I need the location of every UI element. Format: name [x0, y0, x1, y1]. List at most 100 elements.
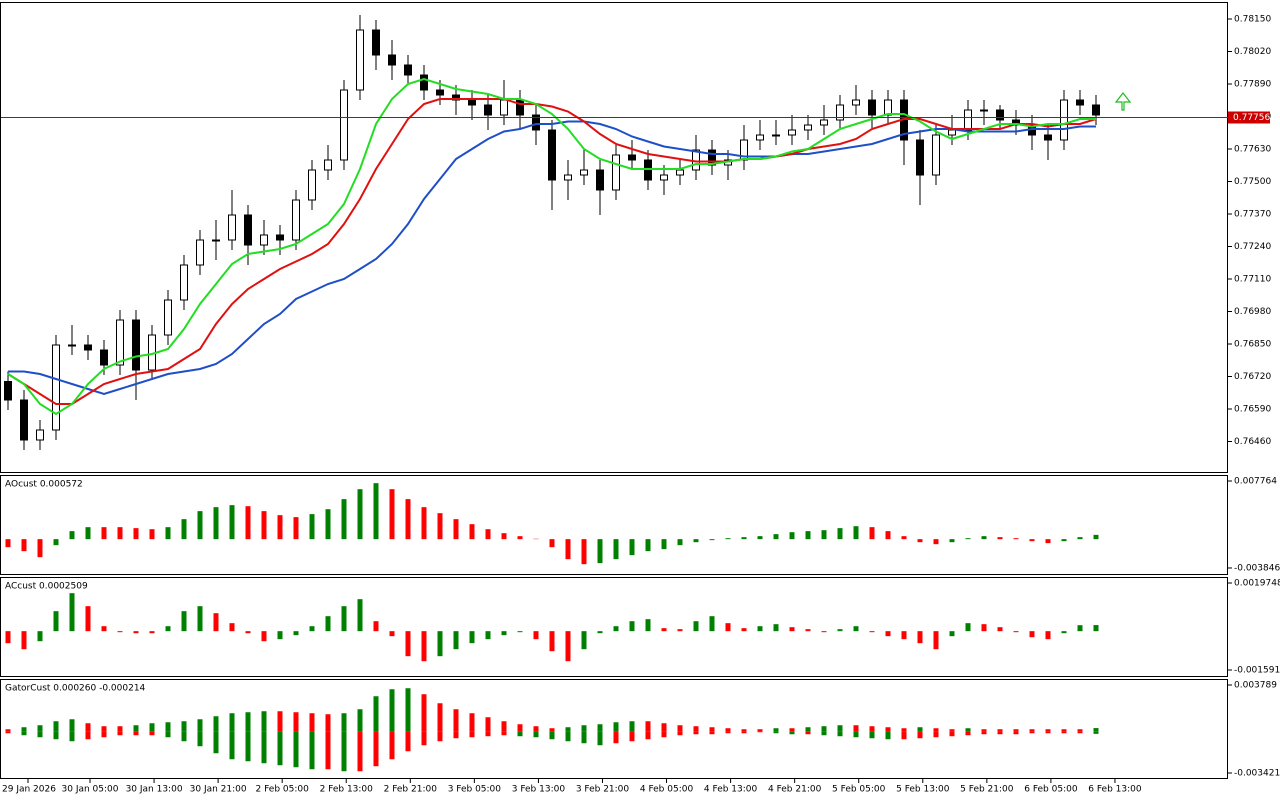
- candle-body: [52, 344, 60, 431]
- gator-bar: [197, 731, 203, 747]
- gator-bar: [277, 731, 283, 766]
- gator-bar: [357, 731, 363, 772]
- candle-body: [1044, 134, 1052, 141]
- histogram-bar: [661, 628, 667, 632]
- histogram-bar: [1061, 631, 1067, 634]
- gator-bar: [469, 731, 475, 738]
- histogram-bar: [389, 631, 395, 637]
- x-tick-label: 5 Feb 21:00: [960, 785, 1014, 795]
- gator-bar: [933, 731, 939, 738]
- gator-bar: [469, 713, 475, 732]
- candle-body: [1076, 99, 1084, 106]
- gator-bar: [245, 731, 251, 762]
- gator-bar: [309, 731, 315, 770]
- histogram-bar: [965, 623, 971, 632]
- histogram-bar: [501, 533, 507, 540]
- histogram-bar: [629, 539, 635, 556]
- histogram-bar: [245, 631, 251, 634]
- gator-bar: [869, 731, 875, 739]
- histogram-bar: [133, 631, 139, 634]
- gator-bar: [325, 714, 331, 732]
- histogram-bar: [885, 531, 891, 540]
- histogram-bar: [869, 631, 875, 633]
- y-tick-label: 0.77500: [1234, 177, 1271, 187]
- gator-bar: [437, 731, 443, 742]
- gator-bar: [21, 731, 27, 736]
- gator-bar: [517, 731, 523, 737]
- histogram-bar: [21, 539, 27, 552]
- candle-body: [196, 239, 204, 266]
- gator-bar: [581, 725, 587, 732]
- x-tick-label: 4 Feb 13:00: [704, 785, 758, 795]
- candle-body: [372, 29, 380, 56]
- gator-bar: [757, 731, 763, 733]
- histogram-bar: [421, 507, 427, 540]
- candle-body: [404, 64, 412, 76]
- ao-pane-frame: [0, 475, 1228, 575]
- main-pane-frame: [0, 2, 1228, 473]
- candle-body: [484, 104, 492, 116]
- gator-bar: [133, 725, 139, 732]
- gator-bar: [5, 731, 11, 734]
- histogram-bar: [341, 499, 347, 540]
- histogram-bar: [389, 489, 395, 540]
- histogram-bar: [1077, 625, 1083, 632]
- candle-body: [308, 169, 316, 201]
- histogram-bar: [341, 606, 347, 632]
- candle-body: [580, 169, 588, 176]
- gator-bar: [885, 731, 891, 740]
- gator-bar: [165, 731, 171, 738]
- histogram-bar: [117, 527, 123, 540]
- histogram-bar: [741, 537, 747, 540]
- histogram-bar: [5, 539, 11, 548]
- histogram-bar: [421, 631, 427, 662]
- candle-body: [756, 134, 764, 141]
- candle-body: [964, 109, 972, 131]
- x-tick-label: 3 Feb 05:00: [448, 785, 502, 795]
- candle-body: [692, 149, 700, 171]
- candle-body: [772, 134, 780, 137]
- y-tick-label: 0.77370: [1234, 210, 1271, 220]
- gator-bar: [773, 731, 779, 734]
- gator-bar: [789, 731, 795, 735]
- gator-bar: [405, 731, 411, 752]
- candle-body: [340, 89, 348, 161]
- x-tick-label: 4 Feb 05:00: [640, 785, 694, 795]
- histogram-bar: [197, 511, 203, 540]
- gator-bar: [117, 726, 123, 732]
- histogram-bar: [37, 631, 43, 642]
- candle-body: [788, 129, 796, 136]
- pane-title: ACcust 0.0002509: [5, 582, 88, 592]
- histogram-bar: [21, 631, 27, 650]
- histogram-bar: [85, 606, 91, 632]
- gator-bar: [1045, 729, 1051, 732]
- y-tick-label: -0.0015914: [1234, 666, 1280, 676]
- ac-pane-frame: [0, 577, 1228, 677]
- histogram-bar: [181, 611, 187, 632]
- histogram-bar: [645, 539, 651, 552]
- histogram-bar: [949, 631, 955, 637]
- histogram-bar: [789, 532, 795, 540]
- histogram-bar: [869, 527, 875, 540]
- histogram-bar: [725, 538, 731, 540]
- histogram-bar: [373, 483, 379, 540]
- histogram-bar: [485, 631, 491, 640]
- gator-bar: [501, 721, 507, 732]
- candle-body: [292, 199, 300, 241]
- x-tick-label: 6 Feb 05:00: [1024, 785, 1078, 795]
- gator-bar: [69, 719, 75, 732]
- gator-bar: [533, 731, 539, 738]
- histogram-bar: [1093, 534, 1099, 540]
- gator-bar: [853, 731, 859, 738]
- gator-bar: [549, 731, 555, 740]
- candle-body: [884, 99, 892, 116]
- histogram-bar: [805, 629, 811, 632]
- histogram-bar: [1013, 538, 1019, 540]
- gator-bar: [1029, 729, 1035, 732]
- candle-body: [180, 264, 188, 301]
- gator-bar: [869, 726, 875, 732]
- candle-body: [4, 381, 12, 401]
- candle-body: [20, 399, 28, 441]
- gator-bar: [901, 731, 907, 740]
